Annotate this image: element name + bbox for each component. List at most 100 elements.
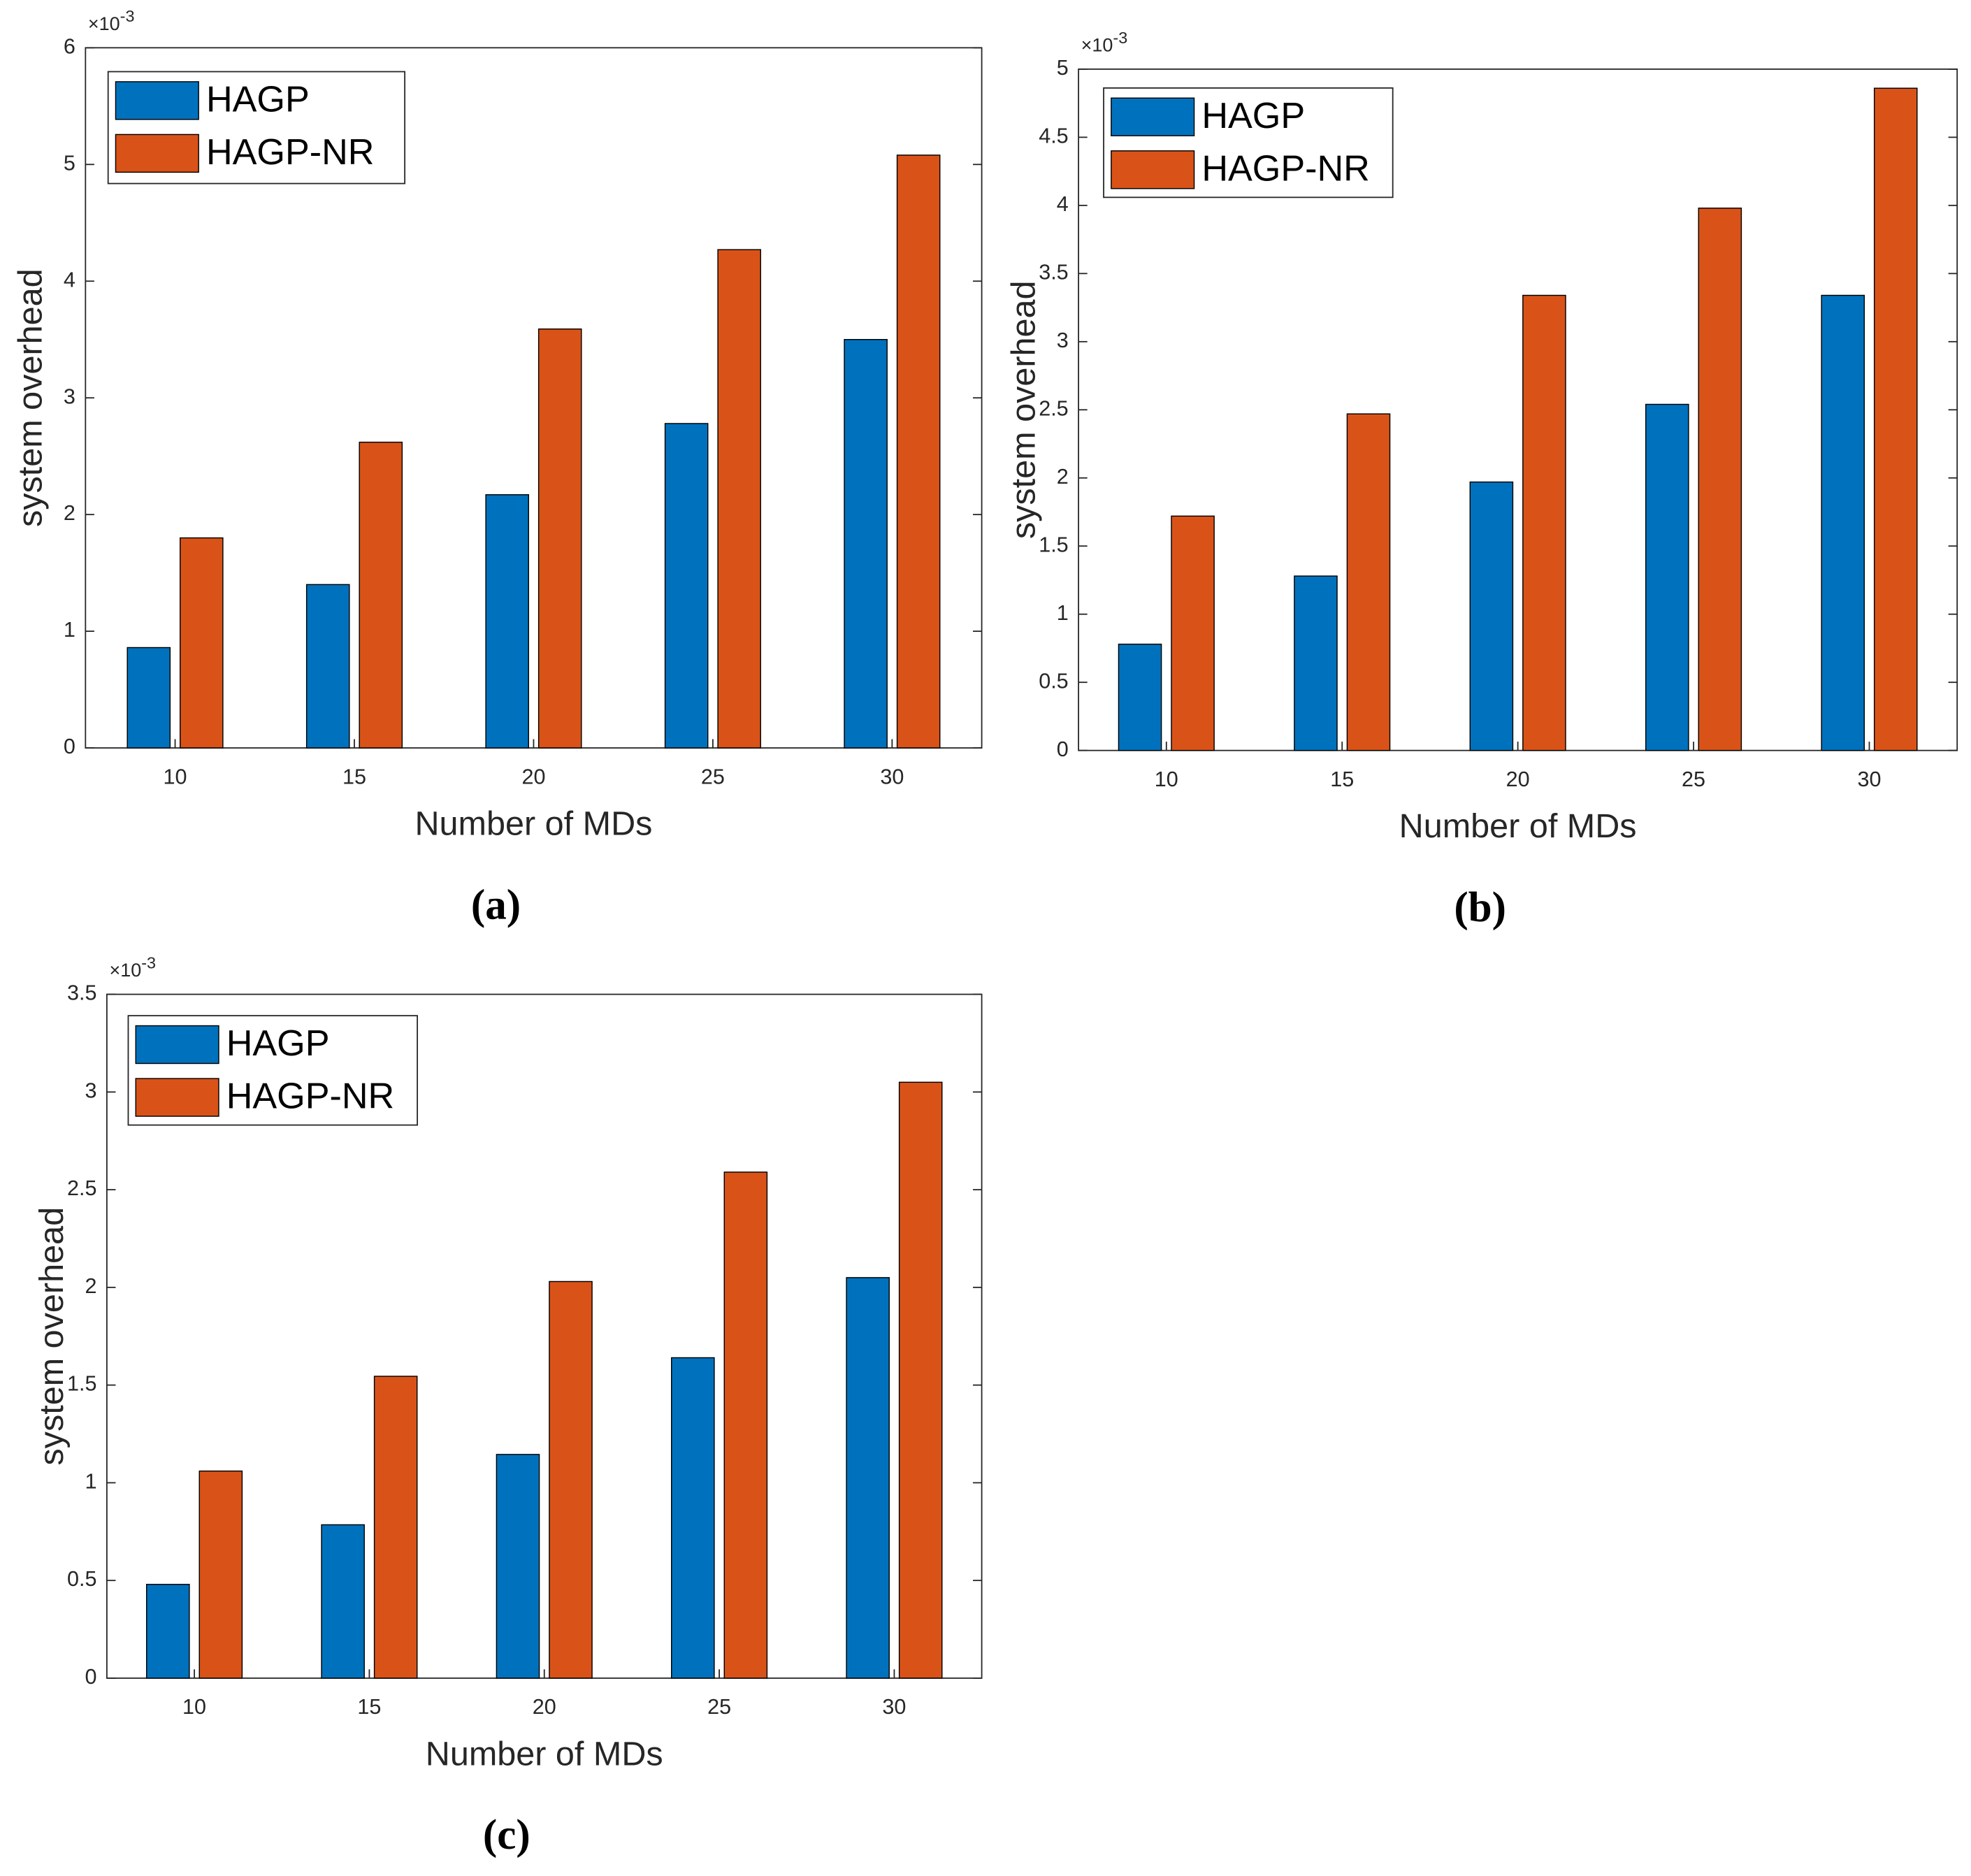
y-multiplier-base: ×10: [109, 960, 141, 981]
bar: [898, 1081, 943, 1679]
x-axis-label: Number of MDs: [415, 804, 653, 842]
bar: [145, 1584, 190, 1679]
y-tick-label: 4: [1057, 192, 1069, 216]
y-tick-label: 1: [1057, 601, 1069, 625]
y-multiplier: ×10-3: [88, 7, 135, 34]
x-tick-label: 20: [1506, 767, 1530, 791]
bar: [846, 1277, 890, 1679]
y-tick-label: 2: [85, 1274, 96, 1298]
y-multiplier-base: ×10: [88, 13, 120, 34]
y-tick-label: 0: [85, 1665, 96, 1689]
bar: [321, 1524, 365, 1679]
bar: [198, 1470, 243, 1679]
x-tick-label: 20: [521, 765, 545, 788]
y-tick-label: 3: [64, 384, 75, 408]
y-multiplier-exponent: -3: [120, 7, 135, 25]
y-tick-label: 0.5: [67, 1567, 97, 1591]
y-tick-label: 0.5: [1039, 669, 1069, 693]
y-axis-label: system overhead: [12, 268, 50, 527]
y-multiplier: ×10-3: [1081, 29, 1128, 56]
bar: [305, 584, 350, 749]
bar: [1522, 294, 1566, 751]
y-axis-label: system overhead: [1004, 280, 1042, 539]
bar: [1469, 481, 1514, 751]
bar: [1171, 515, 1215, 751]
y-multiplier: ×10-3: [109, 954, 156, 981]
x-tick-label: 30: [1857, 767, 1881, 791]
bar: [717, 249, 761, 749]
y-tick-label: 3: [85, 1078, 96, 1102]
y-tick-label: 2: [1057, 465, 1069, 489]
bar: [1118, 643, 1162, 751]
x-axis-label: Number of MDs: [1399, 807, 1637, 845]
bar: [664, 423, 709, 749]
x-tick-label: 15: [1330, 767, 1354, 791]
legend-label: HAGP: [206, 79, 310, 120]
y-tick-label: 5: [1057, 56, 1069, 80]
y-tick-label: 2.5: [1039, 396, 1069, 420]
y-tick-label: 0: [64, 735, 75, 758]
y-tick-label: 2: [64, 501, 75, 525]
subplot-label: (c): [483, 1812, 530, 1859]
legend-label: HAGP: [226, 1023, 330, 1064]
x-tick-label: 10: [1155, 767, 1178, 791]
y-axis-label: system overhead: [33, 1207, 71, 1466]
legend-swatch: [115, 81, 199, 120]
y-tick-label: 3.5: [1039, 260, 1069, 284]
x-tick-label: 20: [533, 1695, 556, 1719]
bar: [1645, 403, 1689, 751]
x-tick-label: 30: [882, 1695, 906, 1719]
bar: [896, 154, 941, 749]
x-tick-label: 25: [707, 1695, 731, 1719]
x-tick-label: 10: [182, 1695, 206, 1719]
bar: [373, 1376, 418, 1679]
y-tick-label: 3.5: [67, 981, 97, 1005]
y-tick-label: 3: [1057, 329, 1069, 352]
y-tick-label: 1.5: [1039, 533, 1069, 556]
y-tick-label: 4: [64, 268, 75, 291]
bar: [496, 1454, 540, 1679]
legend-swatch: [115, 134, 199, 173]
x-tick-label: 10: [164, 765, 187, 788]
y-tick-label: 0: [1057, 737, 1069, 761]
bar: [537, 328, 582, 749]
x-axis-label: Number of MDs: [426, 1735, 663, 1773]
bar: [1346, 413, 1391, 751]
bar: [1698, 208, 1742, 751]
y-tick-label: 4.5: [1039, 124, 1069, 147]
x-tick-label: 30: [880, 765, 904, 788]
x-tick-label: 15: [342, 765, 366, 788]
bar: [723, 1171, 768, 1679]
legend-swatch: [1111, 97, 1195, 136]
x-tick-label: 25: [701, 765, 725, 788]
y-tick-label: 1.5: [67, 1372, 97, 1396]
y-multiplier-exponent: -3: [141, 954, 156, 972]
legend-label: HAGP-NR: [1201, 148, 1369, 189]
y-tick-label: 2.5: [67, 1176, 97, 1200]
bar: [180, 537, 224, 749]
y-multiplier-exponent: -3: [1113, 29, 1127, 47]
bar: [1294, 575, 1338, 751]
subplot-label: (a): [471, 881, 521, 928]
y-tick-label: 1: [64, 618, 75, 642]
y-tick-label: 5: [64, 151, 75, 175]
bar: [127, 647, 171, 749]
bar: [359, 441, 403, 749]
legend-label: HAGP-NR: [206, 132, 374, 173]
legend-label: HAGP: [1201, 96, 1305, 136]
bar: [1873, 87, 1918, 751]
x-tick-label: 15: [357, 1695, 381, 1719]
legend-label: HAGP-NR: [226, 1076, 394, 1117]
bar: [671, 1357, 715, 1679]
bar: [485, 494, 529, 749]
y-tick-label: 6: [64, 34, 75, 58]
bar: [549, 1280, 593, 1679]
y-tick-label: 1: [85, 1469, 96, 1493]
legend-swatch: [1111, 150, 1195, 189]
x-tick-label: 25: [1682, 767, 1705, 791]
legend-swatch: [135, 1025, 219, 1065]
y-multiplier-base: ×10: [1081, 35, 1113, 56]
bar: [844, 339, 888, 749]
bar: [1821, 294, 1865, 751]
